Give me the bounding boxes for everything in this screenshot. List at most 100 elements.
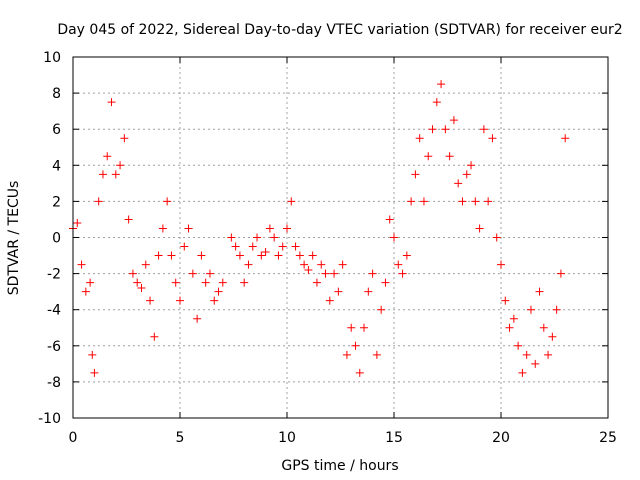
data-point: [432, 98, 441, 107]
chart-title: Day 045 of 2022, Sidereal Day-to-day VTE…: [57, 22, 622, 38]
data-point: [150, 332, 159, 341]
data-point: [73, 219, 82, 228]
y-tick-label: -4: [47, 303, 61, 319]
data-point: [509, 314, 518, 323]
data-point: [158, 224, 167, 233]
data-point: [338, 260, 347, 269]
y-tick-label: 6: [52, 122, 61, 138]
data-point: [218, 278, 227, 287]
data-point: [107, 98, 116, 107]
data-point: [240, 278, 249, 287]
data-point: [86, 278, 95, 287]
data-point: [154, 251, 163, 260]
data-point: [248, 242, 257, 251]
data-point: [180, 242, 189, 251]
data-point: [287, 197, 296, 206]
data-point: [561, 134, 570, 143]
data-point: [360, 323, 369, 332]
data-point: [497, 260, 505, 269]
data-point: [111, 170, 120, 179]
data-point: [334, 287, 343, 296]
data-point: [274, 251, 283, 260]
data-point: [124, 215, 133, 224]
data-point: [90, 368, 99, 377]
data-point: [330, 269, 339, 278]
data-point: [176, 296, 184, 305]
x-tick-label: 0: [69, 430, 78, 446]
x-tick-label: 25: [599, 430, 617, 446]
data-point: [214, 287, 223, 296]
data-point: [505, 323, 514, 332]
data-point: [368, 269, 377, 278]
data-point: [488, 134, 497, 143]
data-point: [454, 179, 463, 188]
data-point: [471, 197, 480, 206]
y-tick-label: -8: [47, 375, 61, 391]
y-tick-label: 4: [52, 158, 61, 174]
data-point: [479, 125, 488, 134]
data-point: [428, 125, 437, 134]
data-point: [317, 260, 326, 269]
data-point: [415, 134, 424, 143]
data-point: [321, 269, 330, 278]
data-point: [552, 305, 561, 314]
data-point: [312, 278, 321, 287]
data-point: [342, 350, 351, 359]
data-point: [518, 368, 527, 377]
data-point: [197, 251, 206, 260]
grid: [73, 57, 608, 418]
data-point: [445, 152, 454, 161]
plot-frame: [72, 56, 609, 419]
y-tick-label: 0: [52, 231, 61, 247]
data-point: [201, 278, 210, 287]
data-point: [351, 341, 360, 350]
data-point: [522, 350, 531, 359]
y-tick-label: 10: [43, 50, 61, 66]
data-point: [347, 323, 356, 332]
y-tick-labels: -10 -8 -6 -4 -2 0 2 4 6 8 10: [38, 50, 61, 427]
data-point: [77, 260, 86, 269]
y-tick-label: -10: [38, 411, 61, 427]
data-point: [261, 247, 270, 256]
data-point: [103, 152, 112, 161]
data-point: [167, 251, 176, 260]
data-points: [69, 80, 570, 377]
x-axis-label: GPS time / hours: [281, 458, 398, 474]
data-point: [402, 251, 411, 260]
data-point: [411, 170, 420, 179]
data-point: [88, 350, 97, 359]
data-point: [94, 197, 103, 206]
y-tick-label: 2: [52, 194, 61, 210]
data-point: [244, 260, 253, 269]
data-point: [227, 233, 236, 242]
y-tick-label: 8: [52, 86, 61, 102]
data-point: [535, 287, 544, 296]
x-tick-label: 10: [278, 430, 296, 446]
data-point: [539, 323, 548, 332]
data-point: [548, 332, 557, 341]
data-point: [283, 224, 291, 233]
data-point: [449, 116, 458, 125]
data-point: [193, 314, 202, 323]
data-point: [98, 170, 107, 179]
x-tick-labels: 0 5 10 15 20 25: [69, 430, 617, 446]
data-point: [308, 251, 317, 260]
data-point: [531, 359, 540, 368]
data-point: [398, 269, 407, 278]
data-point: [133, 278, 142, 287]
data-point: [235, 251, 244, 260]
data-point: [210, 296, 219, 305]
data-point: [116, 161, 125, 170]
data-point: [441, 125, 450, 134]
data-point: [475, 224, 484, 233]
data-point: [163, 197, 172, 206]
data-point: [385, 215, 394, 224]
data-point: [462, 170, 471, 179]
data-point: [270, 233, 279, 242]
data-point: [120, 134, 129, 143]
data-point: [146, 296, 155, 305]
x-tick-label: 5: [176, 430, 185, 446]
data-point: [394, 260, 403, 269]
data-point: [231, 242, 240, 251]
